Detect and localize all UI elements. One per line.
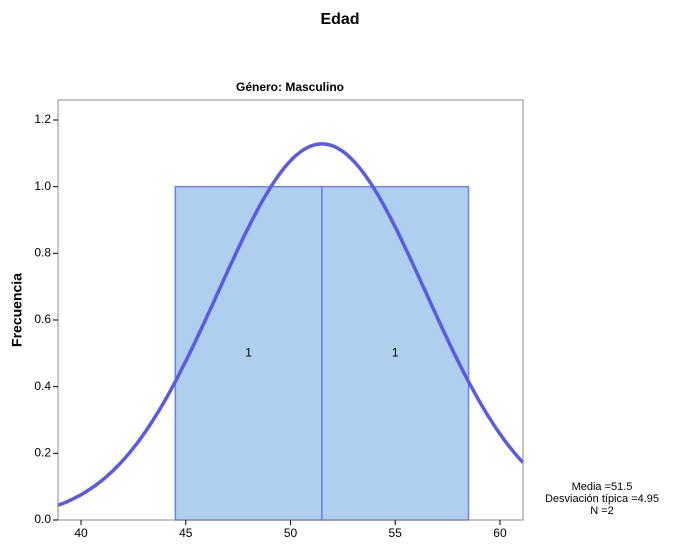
stat-sd: Desviación típica =4.95 [545, 493, 659, 505]
y-tick-label: 1.0 [34, 179, 51, 193]
y-axis-label: Frecuencia [9, 273, 25, 347]
x-tick-label: 50 [284, 526, 298, 540]
bar [174, 185, 323, 521]
x-tick-label: 60 [493, 526, 507, 540]
stat-mean: Media =51.5 [572, 481, 633, 493]
bar [321, 185, 470, 521]
bar-label: 1 [392, 346, 399, 360]
normal-curve [57, 142, 525, 507]
chart-title: Edad [320, 11, 359, 28]
x-tick-label: 55 [389, 526, 403, 540]
x-tick-label: 40 [74, 526, 88, 540]
y-tick-label: 1.2 [34, 112, 51, 126]
stat-n: N =2 [590, 505, 614, 517]
panel-title: Género: Masculino [236, 80, 344, 94]
y-tick-label: 0.0 [34, 512, 51, 526]
y-tick-label: 0.6 [34, 312, 51, 326]
y-tick-label: 0.8 [34, 246, 51, 260]
bar-label: 1 [245, 346, 252, 360]
y-tick-label: 0.4 [34, 379, 51, 393]
y-tick-label: 0.2 [34, 446, 51, 460]
x-tick-label: 45 [179, 526, 193, 540]
